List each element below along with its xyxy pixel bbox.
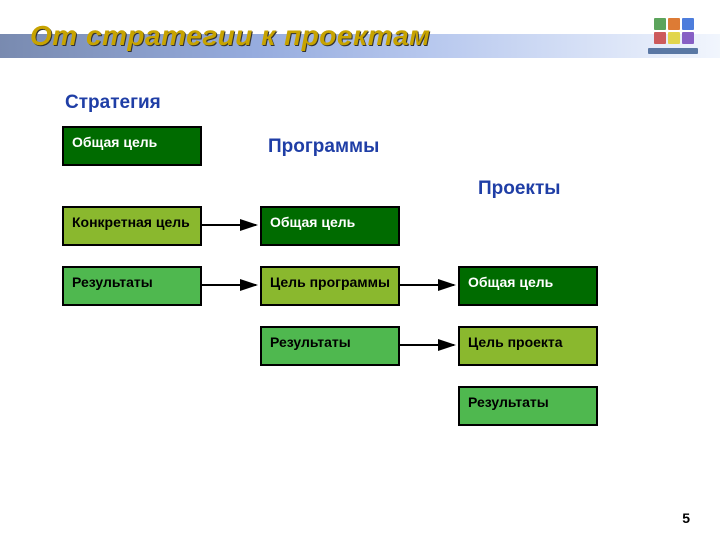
box-c1-goal: Общая цель (62, 126, 202, 166)
page-number: 5 (682, 510, 690, 526)
box-c2-results: Результаты (260, 326, 400, 366)
label-projects: Проекты (478, 178, 560, 200)
slide-title: От стратегии к проектам (30, 20, 430, 52)
box-c2-program: Цель программы (260, 266, 400, 306)
box-c2-goal: Общая цель (260, 206, 400, 246)
label-programs: Программы (268, 136, 379, 158)
box-c3-project: Цель проекта (458, 326, 598, 366)
label-strategy: Стратегия (65, 92, 161, 114)
box-c1-results: Результаты (62, 266, 202, 306)
logo-icon (648, 18, 700, 54)
box-c3-results: Результаты (458, 386, 598, 426)
box-c3-goal: Общая цель (458, 266, 598, 306)
box-c1-specific: Конкретная цель (62, 206, 202, 246)
slide: От стратегии к проектам Стратегия Програ… (0, 0, 720, 540)
